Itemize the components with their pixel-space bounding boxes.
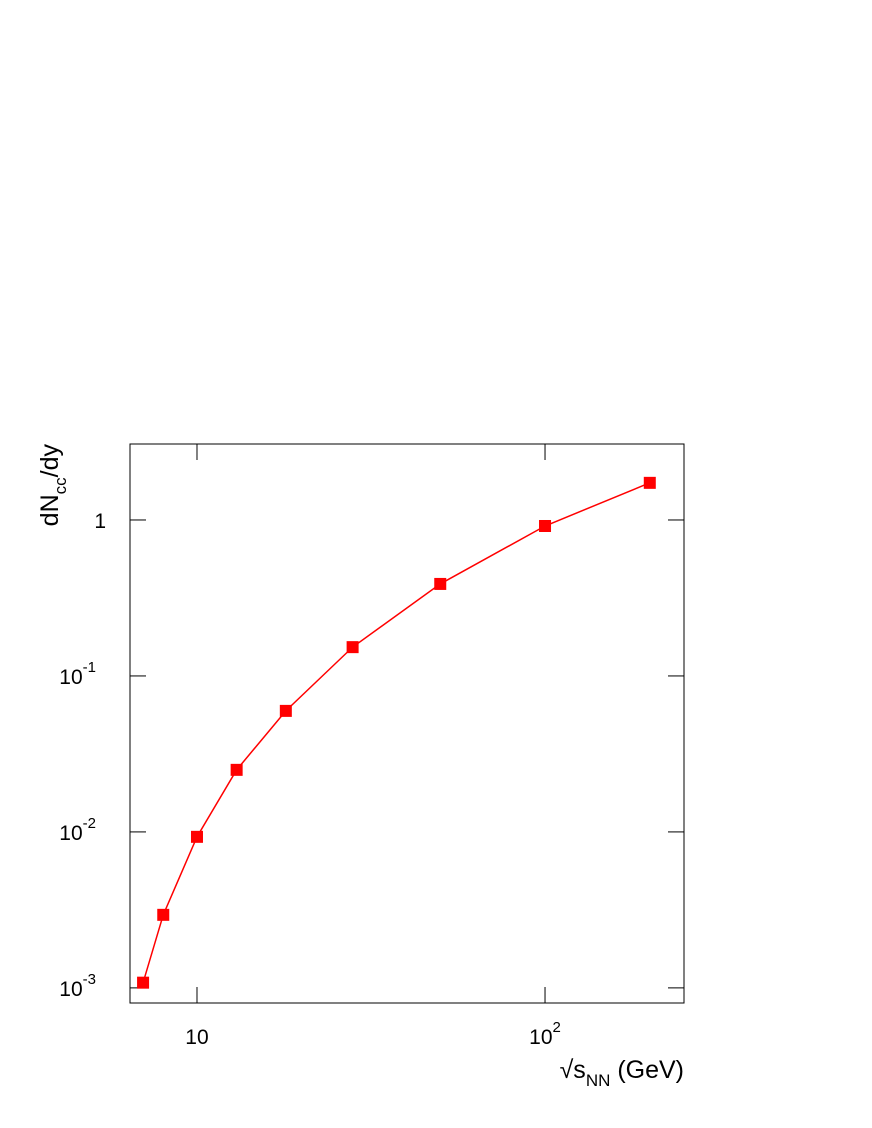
tick-base: 10	[59, 666, 82, 689]
x-axis-label: √sNN (GeV)	[560, 1056, 684, 1090]
point	[643, 476, 656, 489]
point	[434, 577, 447, 590]
tick-label: 10-1	[59, 659, 96, 689]
tick-exponent: 2	[553, 1019, 561, 1036]
x-label-sub: NN	[586, 1071, 611, 1090]
point	[157, 908, 170, 921]
y-label-sub: cc	[51, 477, 70, 495]
y-axis-label: dNcc/dy	[36, 444, 70, 527]
series-line	[142, 482, 651, 983]
tick-base: 10	[529, 1026, 552, 1049]
point	[346, 641, 359, 654]
point	[137, 976, 150, 989]
tick-label: 1	[94, 510, 106, 533]
x-label-part: (GeV)	[610, 1056, 684, 1084]
point	[230, 763, 243, 776]
y-label-part: dN	[36, 494, 64, 526]
tick-exponent: -2	[83, 815, 96, 832]
tick-base: 10	[59, 978, 82, 1001]
tick-label: 10	[185, 1026, 208, 1049]
tick-label: 10-2	[59, 815, 96, 845]
plot-frame	[129, 443, 685, 1004]
point	[539, 519, 552, 532]
tick-label: 10-3	[59, 971, 96, 1001]
tick-label: 102	[529, 1019, 561, 1049]
tick-base: 10	[59, 822, 82, 845]
point	[190, 830, 203, 843]
point	[279, 704, 292, 717]
y-label-part: /dy	[36, 444, 64, 478]
tick-exponent: -1	[83, 659, 96, 676]
x-label-part: √s	[560, 1056, 586, 1084]
tick-exponent: -3	[83, 971, 96, 988]
